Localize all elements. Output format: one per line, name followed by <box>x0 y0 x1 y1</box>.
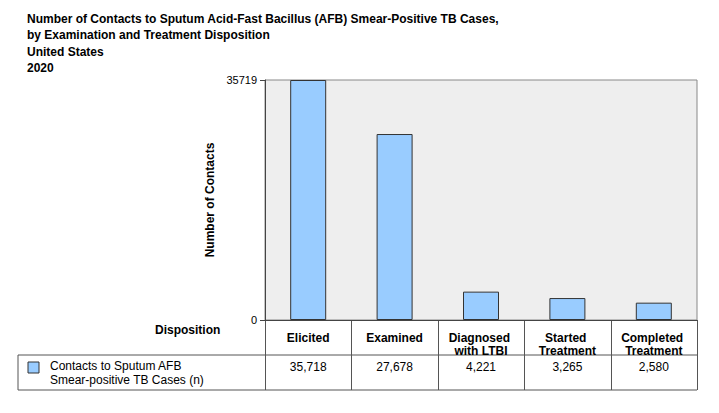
svg-text:2020: 2020 <box>27 61 54 75</box>
svg-text:35,718: 35,718 <box>290 360 327 374</box>
svg-text:35719: 35719 <box>226 74 257 86</box>
svg-text:Diagnosed: Diagnosed <box>449 331 514 345</box>
svg-text:Number of Contacts: Number of Contacts <box>203 142 217 257</box>
svg-text:Completed: Completed <box>621 331 686 345</box>
svg-text:Disposition: Disposition <box>155 323 220 337</box>
svg-text:Number of Contacts to Sputum A: Number of Contacts to Sputum Acid-Fast B… <box>27 12 499 26</box>
svg-text:Elicited: Elicited <box>287 331 330 345</box>
svg-text:with LTBI: with LTBI <box>453 344 507 358</box>
svg-text:27,678: 27,678 <box>376 360 413 374</box>
svg-text:United States: United States <box>27 45 104 59</box>
svg-text:by Examination and Treatment D: by Examination and Treatment Disposition <box>27 28 270 42</box>
svg-text:2,580: 2,580 <box>639 360 669 374</box>
svg-text:0: 0 <box>251 314 257 326</box>
svg-text:Contacts to Sputum AFB: Contacts to Sputum AFB <box>50 359 185 373</box>
svg-text:Treatment: Treatment <box>539 344 596 358</box>
svg-text:Started: Started <box>545 331 590 345</box>
svg-text:Examined: Examined <box>366 331 423 345</box>
svg-text:Smear-positive TB Cases (n): Smear-positive TB Cases (n) <box>50 373 204 387</box>
svg-text:4,221: 4,221 <box>466 360 496 374</box>
svg-text:3,265: 3,265 <box>552 360 582 374</box>
svg-text:Treatment: Treatment <box>625 344 682 358</box>
